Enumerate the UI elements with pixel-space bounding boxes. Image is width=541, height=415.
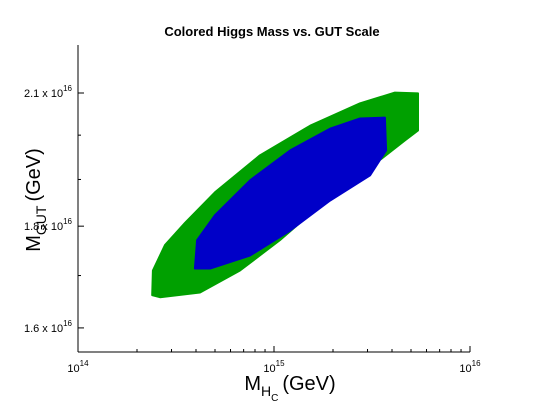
x-tick-base: 10 (263, 363, 275, 375)
y-tick-base: 1.6 x 10 (24, 323, 63, 335)
y-title-main: M (23, 235, 45, 252)
x-title-sub: H (261, 383, 271, 399)
chart-title: Colored Higgs Mass vs. GUT Scale (164, 24, 379, 39)
y-tick-label: 1.6 x 1016 (24, 319, 73, 335)
y-tick-exponent: 16 (63, 217, 72, 226)
x-axis-title: MHC (GeV) (244, 373, 335, 404)
x-title-unit: (GeV) (282, 373, 335, 395)
y-tick-label: 1.8 x 1016 (24, 217, 73, 233)
x-tick-base: 10 (459, 363, 471, 375)
y-axis-title: MGUT (GeV) (23, 148, 49, 252)
x-tick-label: 1016 (459, 359, 481, 375)
x-tick-label: 1015 (263, 359, 285, 375)
y-tick-base: 1.8 x 10 (24, 221, 63, 233)
x-tick-base: 10 (67, 363, 79, 375)
x-tick-exponent: 16 (472, 359, 481, 368)
x-title-main: M (244, 373, 261, 395)
y-tick-exponent: 16 (63, 319, 72, 328)
x-tick-exponent: 15 (276, 359, 285, 368)
y-title-unit: (GeV) (23, 148, 45, 201)
y-tick-exponent: 16 (63, 84, 72, 93)
x-title-subsub: C (271, 393, 278, 404)
y-title-sub: GUT (33, 205, 49, 235)
y-tick-base: 2.1 x 10 (24, 88, 63, 100)
contour-region (193, 116, 388, 270)
x-tick-label: 1014 (67, 359, 89, 375)
x-tick-exponent: 14 (80, 359, 89, 368)
y-tick-label: 2.1 x 1016 (24, 84, 73, 100)
